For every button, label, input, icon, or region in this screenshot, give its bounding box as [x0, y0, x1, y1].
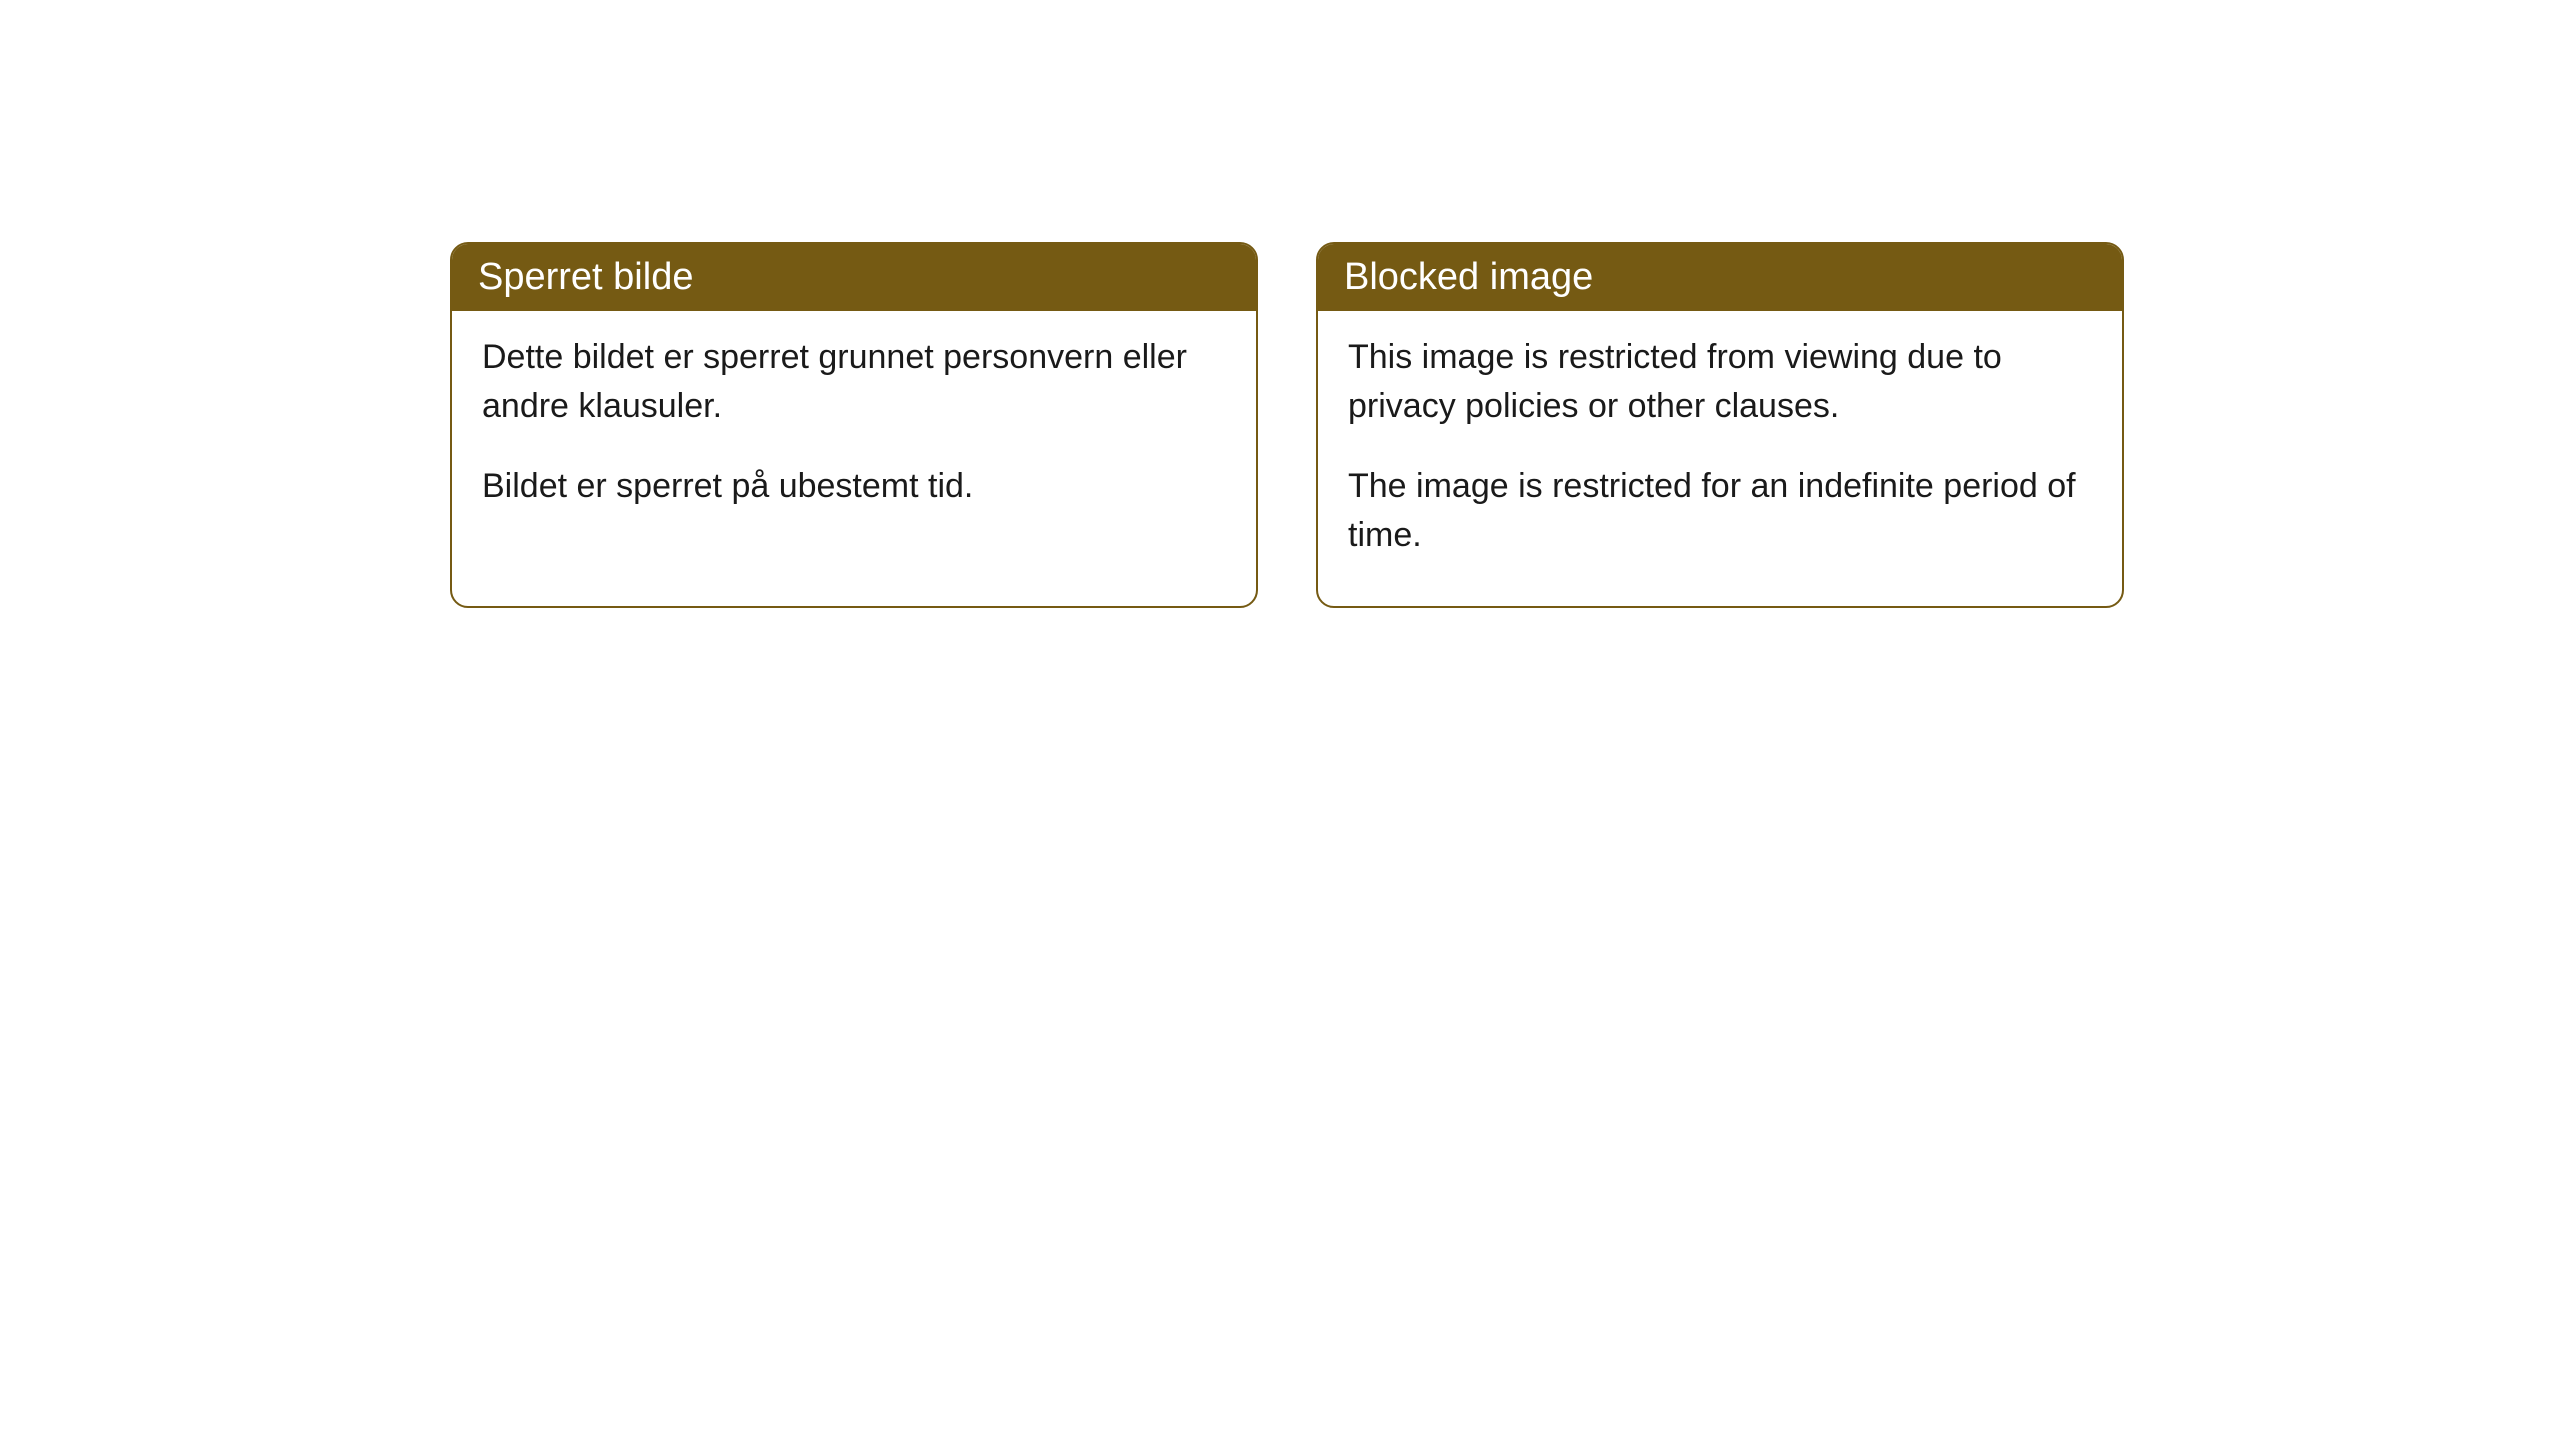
card-title: Sperret bilde	[478, 256, 693, 298]
card-body-english: This image is restricted from viewing du…	[1318, 311, 2122, 606]
card-paragraph: The image is restricted for an indefinit…	[1348, 462, 2092, 561]
card-norwegian: Sperret bilde Dette bildet er sperret gr…	[450, 242, 1258, 608]
card-header-english: Blocked image	[1318, 244, 2122, 311]
card-body-norwegian: Dette bildet er sperret grunnet personve…	[452, 311, 1256, 557]
card-paragraph: Bildet er sperret på ubestemt tid.	[482, 462, 1226, 511]
cards-container: Sperret bilde Dette bildet er sperret gr…	[0, 0, 2560, 608]
card-english: Blocked image This image is restricted f…	[1316, 242, 2124, 608]
card-paragraph: This image is restricted from viewing du…	[1348, 333, 2092, 432]
card-paragraph: Dette bildet er sperret grunnet personve…	[482, 333, 1226, 432]
card-title: Blocked image	[1344, 256, 1593, 298]
card-header-norwegian: Sperret bilde	[452, 244, 1256, 311]
